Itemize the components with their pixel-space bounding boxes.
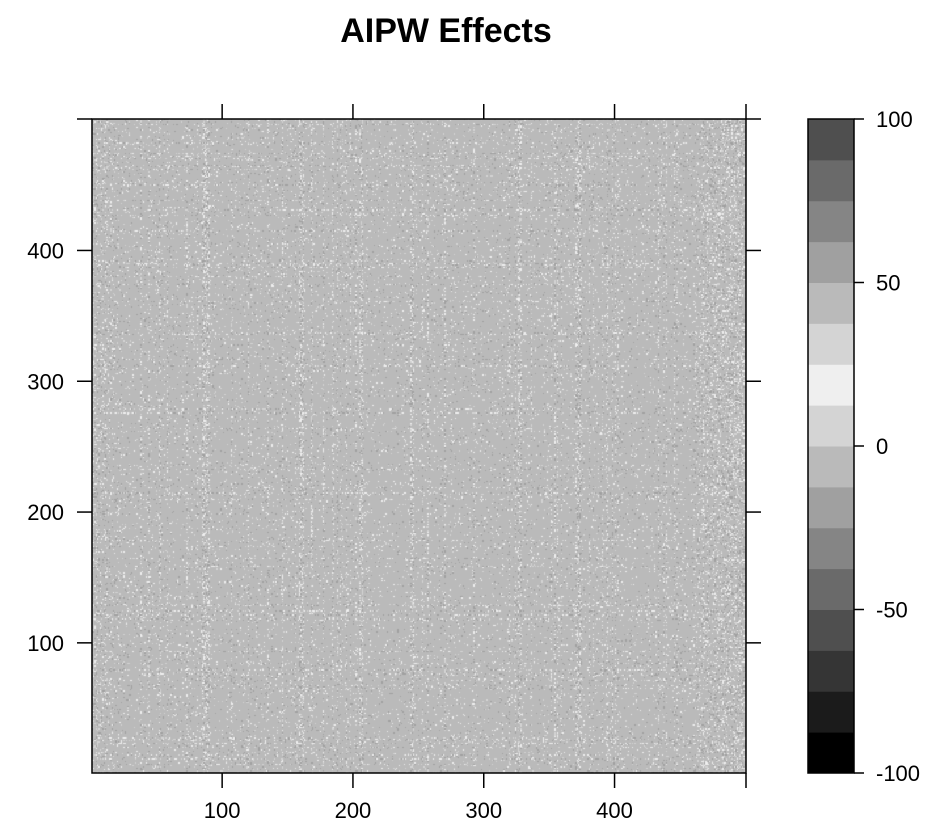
chart-title: AIPW Effects <box>340 12 552 50</box>
colorbar-swatch <box>808 568 854 610</box>
colorbar-swatch <box>808 159 854 202</box>
x-tick-label: 400 <box>596 798 633 823</box>
colorbar-tick-label: 100 <box>876 107 913 132</box>
heatmap-raster <box>92 119 746 773</box>
y-tick-label: 400 <box>27 238 64 263</box>
colorbar-tick-label: 0 <box>876 434 888 459</box>
colorbar-swatch <box>808 527 854 570</box>
colorbar-swatch <box>808 323 854 365</box>
colorbar-swatch <box>808 282 854 324</box>
colorbar: 100 50 0 -50 -100 <box>807 107 920 786</box>
colorbar-tick-label: 50 <box>876 271 900 296</box>
colorbar-swatch <box>808 200 854 243</box>
colorbar-swatch <box>808 691 854 733</box>
colorbar-swatch <box>808 405 854 447</box>
colorbar-swatch <box>808 650 854 692</box>
colorbar-swatch <box>808 364 854 406</box>
colorbar-swatch <box>808 119 854 161</box>
colorbar-swatch <box>808 446 854 488</box>
colorbar-swatch <box>808 732 854 774</box>
x-tick-label: 200 <box>335 798 372 823</box>
y-tick-label: 300 <box>27 369 64 394</box>
heatmap-cells <box>92 119 746 773</box>
x-tick-label: 300 <box>465 798 502 823</box>
axes: 100 200 300 400 100 200 300 400 <box>27 104 761 823</box>
y-tick-label: 200 <box>27 500 64 525</box>
plot-panel-border <box>91 118 747 774</box>
y-tick-label: 100 <box>27 631 64 656</box>
colorbar-swatch <box>808 609 854 651</box>
colorbar-swatch <box>808 486 854 529</box>
x-tick-label: 100 <box>204 798 241 823</box>
colorbar-tick-label: -50 <box>876 598 908 623</box>
colorbar-swatch <box>808 241 854 283</box>
colorbar-tick-label: -100 <box>876 761 920 786</box>
